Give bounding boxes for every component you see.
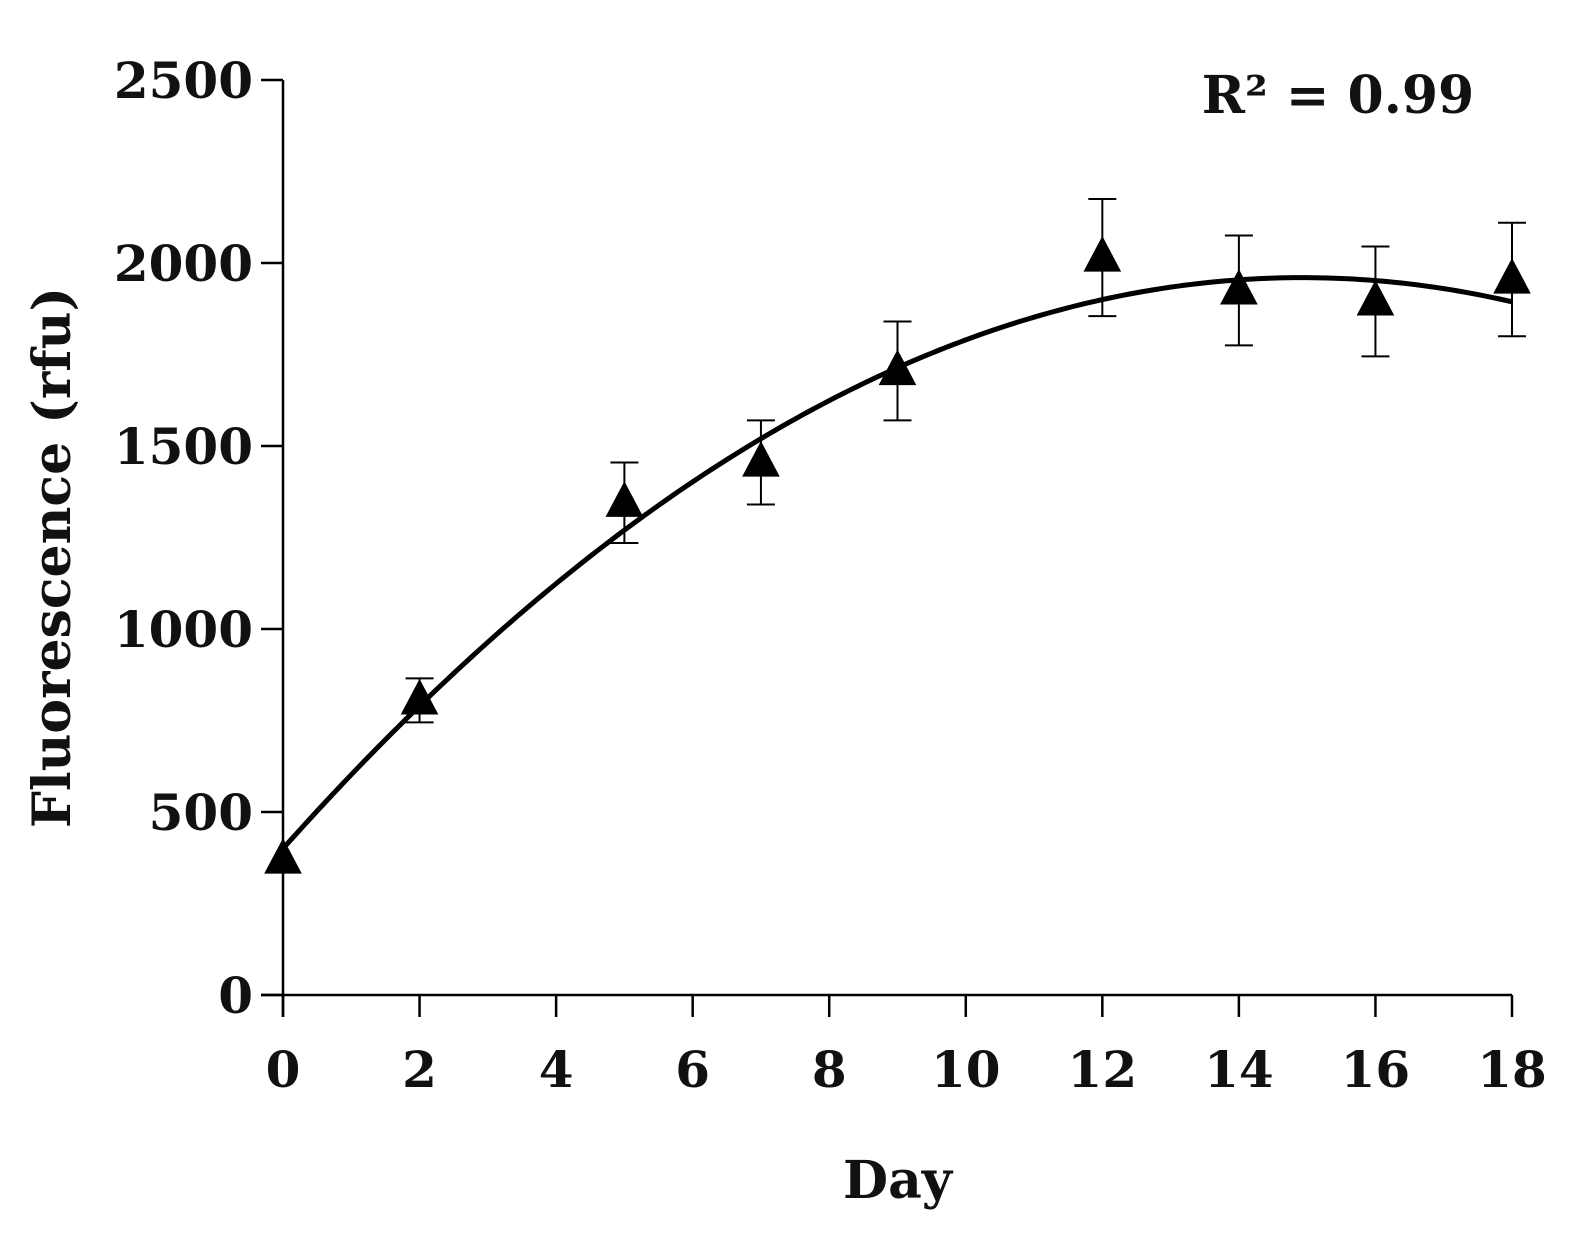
x-tick-label: 6 [675, 1040, 710, 1099]
y-tick-label: 1500 [114, 417, 253, 476]
r-squared-annotation: R² = 0.99 [1202, 65, 1474, 126]
y-tick-label: 500 [149, 783, 253, 842]
y-tick-label: 1000 [114, 600, 253, 659]
axes [261, 80, 1512, 1017]
data-point [1083, 236, 1122, 272]
error-bars [405, 197, 1526, 724]
x-tick-label: 12 [1068, 1040, 1138, 1099]
x-tick-label: 8 [812, 1040, 847, 1099]
y-tick-label: 0 [218, 966, 253, 1025]
x-tick-label: 0 [266, 1040, 301, 1099]
data-point [742, 441, 780, 477]
data-point [605, 481, 644, 517]
y-tick-label: 2000 [114, 234, 253, 293]
x-tick-label: 14 [1204, 1040, 1274, 1099]
data-point [1356, 279, 1395, 316]
data-point [1220, 268, 1258, 305]
x-tick-label: 4 [539, 1040, 574, 1099]
data-point [1493, 258, 1531, 294]
data-points [264, 236, 1531, 874]
data-point [264, 838, 302, 874]
x-tick-label: 10 [931, 1040, 1001, 1099]
y-ticks: 0 500 1000 1500 2000 2500 [114, 51, 283, 1025]
y-axis-title: Fluorescence (rfu) [22, 287, 83, 828]
y-tick-label: 2500 [114, 51, 253, 110]
x-tick-label: 18 [1477, 1040, 1547, 1099]
data-point [878, 349, 917, 386]
data-point [400, 678, 439, 715]
x-axis-title: Day [843, 1150, 954, 1211]
x-tick-label: 16 [1341, 1040, 1411, 1099]
x-ticks: 0 2 4 6 8 10 12 14 16 18 [266, 995, 1547, 1099]
x-tick-label: 2 [402, 1040, 437, 1099]
